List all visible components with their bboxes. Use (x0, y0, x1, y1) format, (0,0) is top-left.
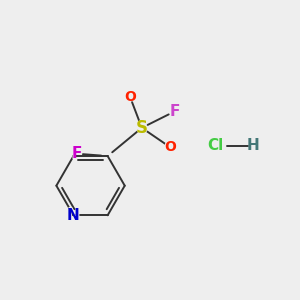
Text: F: F (169, 103, 180, 121)
Text: F: F (169, 104, 180, 119)
Text: Cl: Cl (207, 138, 224, 153)
Text: F: F (71, 146, 82, 161)
Text: S: S (135, 119, 148, 137)
Text: O: O (164, 140, 176, 154)
Text: H: H (246, 138, 259, 153)
Text: O: O (124, 90, 136, 104)
Text: N: N (67, 208, 80, 223)
Text: N: N (67, 206, 80, 224)
Text: F: F (71, 145, 82, 163)
Text: S: S (136, 119, 148, 137)
Text: O: O (164, 140, 177, 154)
Text: O: O (123, 89, 136, 104)
